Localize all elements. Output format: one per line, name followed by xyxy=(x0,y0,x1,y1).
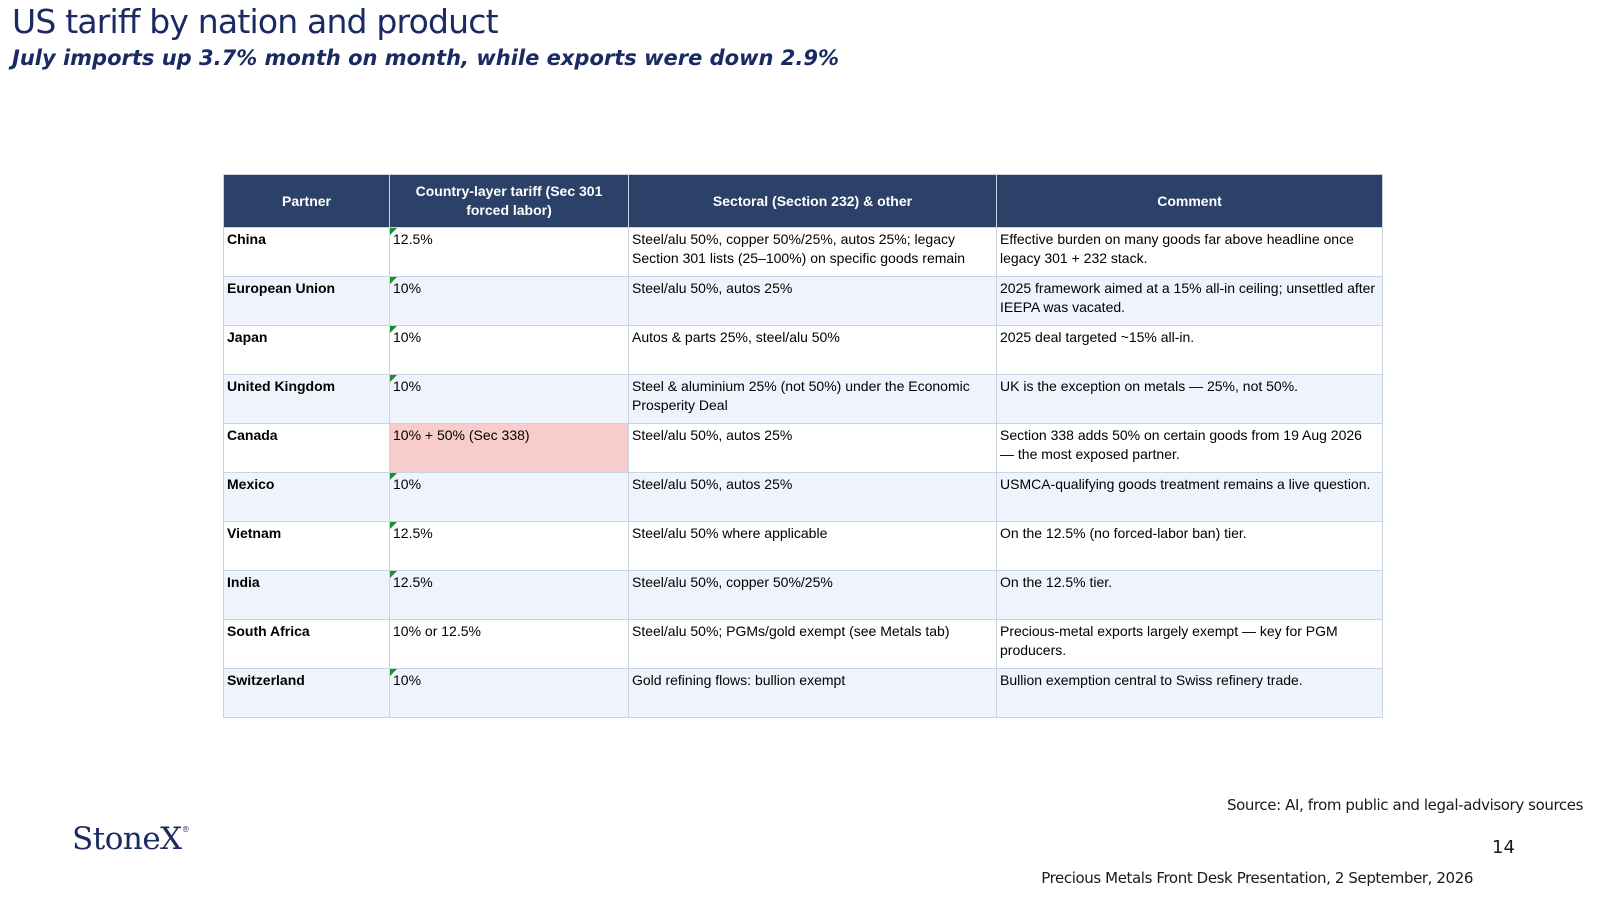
partner-cell[interactable]: China xyxy=(223,227,390,277)
partner-cell[interactable]: India xyxy=(223,570,390,620)
tariff-cell[interactable]: 12.5% xyxy=(389,227,629,277)
sectoral-cell[interactable]: Steel/alu 50%; PGMs/gold exempt (see Met… xyxy=(628,619,997,669)
tariff-value: 10% or 12.5% xyxy=(393,623,481,639)
header-sectoral[interactable]: Sectoral (Section 232) & other xyxy=(628,174,997,228)
page-number: 14 xyxy=(1492,837,1515,858)
cell-flag-icon xyxy=(390,375,397,382)
sectoral-cell[interactable]: Steel & aluminium 25% (not 50%) under th… xyxy=(628,374,997,424)
tariff-cell[interactable]: 10% xyxy=(389,374,629,424)
logo-text: StoneX xyxy=(72,821,182,857)
sectoral-cell[interactable]: Steel/alu 50%, autos 25% xyxy=(628,276,997,326)
tariff-value: 12.5% xyxy=(393,231,433,247)
sectoral-cell[interactable]: Steel/alu 50%, autos 25% xyxy=(628,423,997,473)
table-row: United Kingdom 10% Steel & aluminium 25%… xyxy=(223,374,1383,424)
cell-flag-icon xyxy=(390,473,397,480)
comment-cell[interactable]: USMCA-qualifying goods treatment remains… xyxy=(996,472,1383,522)
cell-flag-icon xyxy=(390,669,397,676)
partner-cell[interactable]: United Kingdom xyxy=(223,374,390,424)
tariff-value: 10% xyxy=(393,329,422,345)
sectoral-cell[interactable]: Steel/alu 50%, copper 50%/25% xyxy=(628,570,997,620)
comment-cell[interactable]: UK is the exception on metals — 25%, not… xyxy=(996,374,1383,424)
cell-flag-icon xyxy=(390,326,397,333)
registered-mark-icon: ® xyxy=(181,825,190,834)
tariff-cell[interactable]: 10% xyxy=(389,472,629,522)
table-row: Japan 10% Autos & parts 25%, steel/alu 5… xyxy=(223,325,1383,375)
tariff-value: 12.5% xyxy=(393,525,433,541)
cell-flag-icon xyxy=(390,571,397,578)
table-row: Vietnam 12.5% Steel/alu 50% where applic… xyxy=(223,521,1383,571)
partner-cell[interactable]: European Union xyxy=(223,276,390,326)
slide-title: US tariff by nation and product xyxy=(12,2,499,41)
comment-cell[interactable]: On the 12.5% (no forced-labor ban) tier. xyxy=(996,521,1383,571)
tariff-cell[interactable]: 12.5% xyxy=(389,521,629,571)
partner-cell[interactable]: South Africa xyxy=(223,619,390,669)
comment-cell[interactable]: 2025 deal targeted ~15% all-in. xyxy=(996,325,1383,375)
header-comment[interactable]: Comment xyxy=(996,174,1383,228)
partner-cell[interactable]: Switzerland xyxy=(223,668,390,718)
sectoral-cell[interactable]: Gold refining flows: bullion exempt xyxy=(628,668,997,718)
partner-cell[interactable]: Canada xyxy=(223,423,390,473)
comment-cell[interactable]: 2025 framework aimed at a 15% all-in cei… xyxy=(996,276,1383,326)
tariff-cell[interactable]: 10% xyxy=(389,325,629,375)
sectoral-cell[interactable]: Steel/alu 50%, autos 25% xyxy=(628,472,997,522)
partner-cell[interactable]: Vietnam xyxy=(223,521,390,571)
tariff-table: Partner Country-layer tariff (Sec 301 fo… xyxy=(223,174,1383,718)
table-row: India 12.5% Steel/alu 50%, copper 50%/25… xyxy=(223,570,1383,620)
table-row: Mexico 10% Steel/alu 50%, autos 25% USMC… xyxy=(223,472,1383,522)
comment-cell[interactable]: Bullion exemption central to Swiss refin… xyxy=(996,668,1383,718)
table-header-row: Partner Country-layer tariff (Sec 301 fo… xyxy=(223,174,1383,228)
comment-cell[interactable]: Section 338 adds 50% on certain goods fr… xyxy=(996,423,1383,473)
header-partner[interactable]: Partner xyxy=(223,174,390,228)
comment-cell[interactable]: On the 12.5% tier. xyxy=(996,570,1383,620)
presentation-footer: Precious Metals Front Desk Presentation,… xyxy=(1041,869,1473,887)
tariff-value: 10% xyxy=(393,476,422,492)
table-row: European Union 10% Steel/alu 50%, autos … xyxy=(223,276,1383,326)
table-row: China 12.5% Steel/alu 50%, copper 50%/25… xyxy=(223,227,1383,277)
slide-subtitle: July imports up 3.7% month on month, whi… xyxy=(12,46,840,70)
table-row: South Africa 10% or 12.5% Steel/alu 50%;… xyxy=(223,619,1383,669)
sectoral-cell[interactable]: Steel/alu 50%, copper 50%/25%, autos 25%… xyxy=(628,227,997,277)
source-note: Source: AI, from public and legal-adviso… xyxy=(1226,796,1583,814)
tariff-cell-highlighted[interactable]: 10% + 50% (Sec 338) xyxy=(389,423,629,473)
partner-cell[interactable]: Japan xyxy=(223,325,390,375)
cell-flag-icon xyxy=(390,522,397,529)
header-country-tariff[interactable]: Country-layer tariff (Sec 301 forced lab… xyxy=(389,174,629,228)
tariff-cell[interactable]: 10% or 12.5% xyxy=(389,619,629,669)
tariff-value: 10% + 50% (Sec 338) xyxy=(393,427,530,443)
tariff-value: 10% xyxy=(393,280,422,296)
tariff-value: 12.5% xyxy=(393,574,433,590)
sectoral-cell[interactable]: Steel/alu 50% where applicable xyxy=(628,521,997,571)
comment-cell[interactable]: Effective burden on many goods far above… xyxy=(996,227,1383,277)
tariff-cell[interactable]: 10% xyxy=(389,668,629,718)
tariff-table-container: Partner Country-layer tariff (Sec 301 fo… xyxy=(223,174,1383,718)
tariff-value: 10% xyxy=(393,672,422,688)
comment-cell[interactable]: Precious-metal exports largely exempt — … xyxy=(996,619,1383,669)
sectoral-cell[interactable]: Autos & parts 25%, steel/alu 50% xyxy=(628,325,997,375)
tariff-value: 10% xyxy=(393,378,422,394)
table-row: Canada 10% + 50% (Sec 338) Steel/alu 50%… xyxy=(223,423,1383,473)
table-row: Switzerland 10% Gold refining flows: bul… xyxy=(223,668,1383,718)
cell-flag-icon xyxy=(390,277,397,284)
cell-flag-icon xyxy=(390,228,397,235)
tariff-cell[interactable]: 10% xyxy=(389,276,629,326)
stonex-logo: StoneX® xyxy=(72,821,190,857)
partner-cell[interactable]: Mexico xyxy=(223,472,390,522)
tariff-cell[interactable]: 12.5% xyxy=(389,570,629,620)
